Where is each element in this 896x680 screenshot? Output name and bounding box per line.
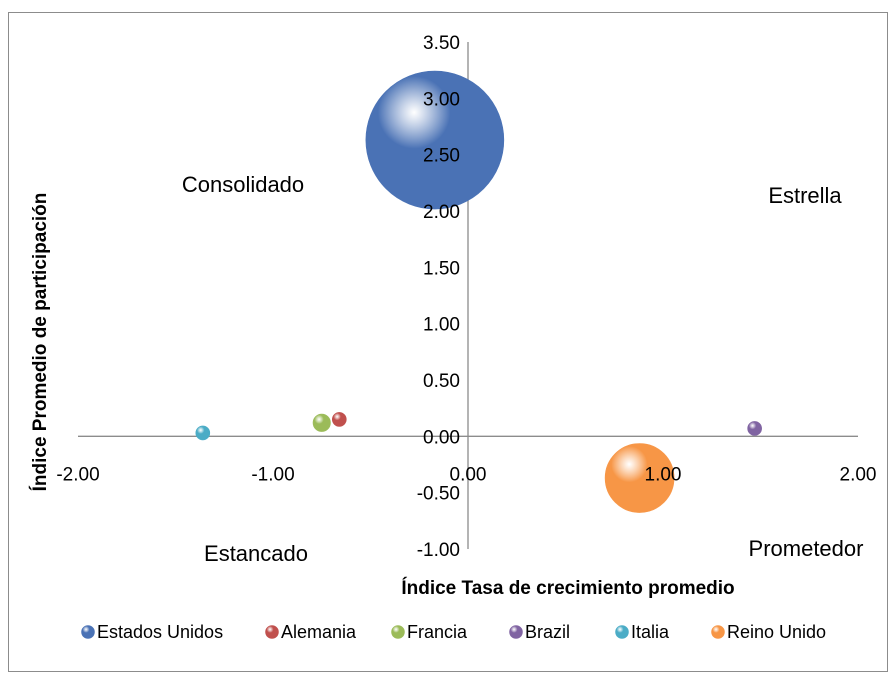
legend-label: Alemania: [281, 622, 357, 642]
legend-label: Italia: [631, 622, 670, 642]
quadrant-labels: Consolidado Estrella Estancado Prometedor: [182, 172, 864, 566]
tick-labels: -1.00-0.500.000.501.001.502.002.503.003.…: [56, 33, 876, 561]
x-axis-title: Índice Tasa de crecimiento promedio: [401, 577, 734, 599]
bubble-francia: [312, 413, 331, 432]
bubble-reino-unido: [604, 443, 675, 513]
bubble-brazil: [747, 421, 762, 436]
y-tick-label: 3.50: [423, 33, 460, 54]
y-tick-label: 0.50: [423, 371, 460, 392]
legend: Estados Unidos Alemania Francia Brazil Itali…: [81, 622, 826, 642]
quadrant-label: Estancado: [204, 541, 308, 566]
quadrant-label: Consolidado: [182, 172, 304, 197]
y-tick-label: -1.00: [417, 540, 460, 561]
legend-marker: [265, 625, 279, 639]
x-tick-label: 2.00: [840, 464, 877, 485]
quadrant-label: Estrella: [768, 183, 842, 208]
legend-label: Francia: [407, 622, 468, 642]
legend-marker: [615, 625, 629, 639]
y-tick-label: 2.50: [423, 146, 460, 167]
legend-label: Brazil: [525, 622, 570, 642]
y-tick-label: -0.50: [417, 484, 460, 505]
x-tick-label: 0.00: [450, 464, 487, 485]
x-tick-label: 1.00: [645, 464, 682, 485]
y-tick-label: 2.00: [423, 202, 460, 223]
legend-marker: [711, 625, 725, 639]
x-tick-label: -2.00: [56, 464, 99, 485]
legend-marker: [509, 625, 523, 639]
x-tick-label: -1.00: [251, 464, 294, 485]
bubbles: [195, 70, 762, 513]
y-tick-label: 1.50: [423, 258, 460, 279]
legend-marker: [81, 625, 95, 639]
y-tick-label: 3.00: [423, 89, 460, 110]
bubble-estados-unidos: [365, 70, 505, 210]
legend-marker: [391, 625, 405, 639]
legend-label: Estados Unidos: [97, 622, 223, 642]
y-axis-title: Índice Promedio de participación: [29, 193, 51, 492]
bubble-italia: [195, 425, 211, 441]
y-tick-label: 0.00: [423, 427, 460, 448]
quadrant-label: Prometedor: [749, 536, 864, 561]
legend-label: Reino Unido: [727, 622, 826, 642]
bubble-alemania: [331, 412, 347, 427]
y-tick-label: 1.00: [423, 315, 460, 336]
